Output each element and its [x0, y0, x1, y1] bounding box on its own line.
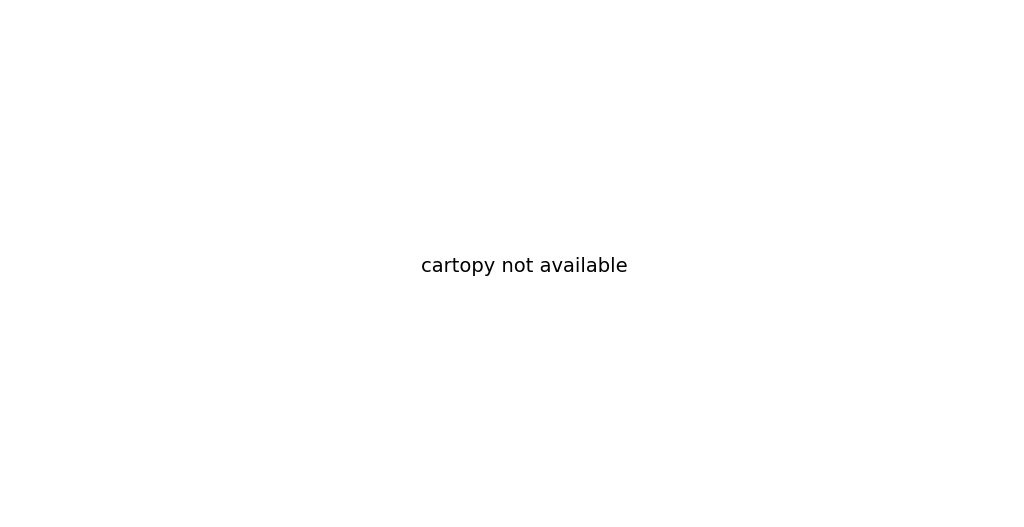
Text: cartopy not available: cartopy not available: [422, 257, 628, 276]
